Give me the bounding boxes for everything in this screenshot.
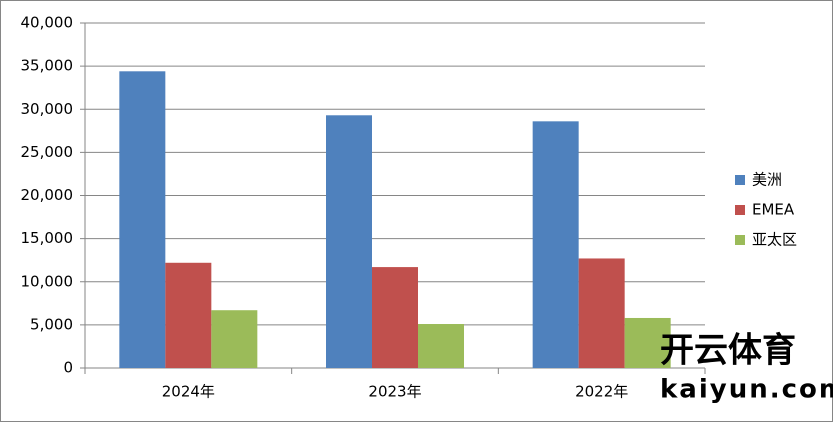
y-tick-label: 40,000 [21,14,74,32]
bar [211,310,258,368]
bar [532,121,579,368]
x-tick-label: 2024年 [162,383,215,401]
legend-label: 亚太区 [752,231,797,249]
x-tick-label: 2022年 [575,383,628,401]
y-tick-label: 35,000 [21,57,74,75]
watermark-title: 开云体育 [660,331,796,371]
watermark-url: kaiyun.com [660,375,833,405]
y-tick-label: 30,000 [21,100,74,118]
legend-swatch [735,175,745,185]
bar [165,262,212,368]
bar [326,115,372,368]
legend-label: 美洲 [752,171,782,189]
y-tick-label: 5,000 [30,315,73,333]
bar [119,71,166,369]
bar [418,324,464,368]
y-tick-label: 10,000 [21,272,74,290]
y-tick-label: 15,000 [21,229,74,247]
y-tick-label: 0 [63,359,73,377]
bar [372,267,418,368]
legend-swatch [735,205,745,215]
legend-swatch [735,235,745,245]
legend-label: EMEA [752,201,795,219]
bar [578,258,625,368]
x-tick-label: 2023年 [368,383,421,401]
y-tick-label: 25,000 [21,143,74,161]
y-tick-label: 20,000 [21,186,74,204]
bar [624,317,671,368]
